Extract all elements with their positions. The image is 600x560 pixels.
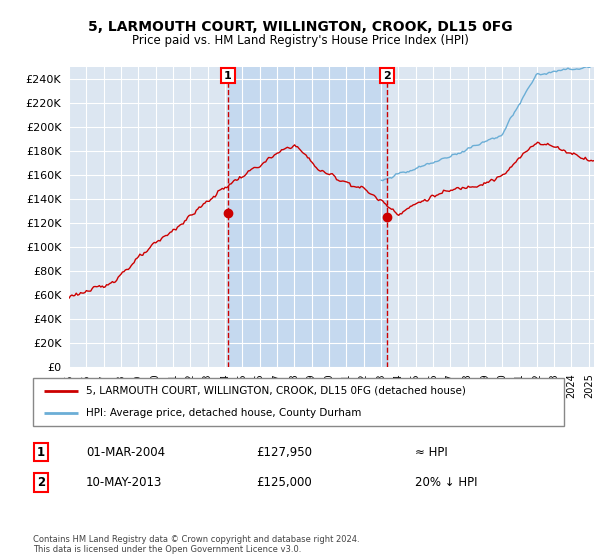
Text: 2: 2 <box>383 71 391 81</box>
Text: HPI: Average price, detached house, County Durham: HPI: Average price, detached house, Coun… <box>86 408 361 418</box>
Text: 10-MAY-2013: 10-MAY-2013 <box>86 476 163 489</box>
Text: ≈ HPI: ≈ HPI <box>415 446 448 459</box>
Text: 5, LARMOUTH COURT, WILLINGTON, CROOK, DL15 0FG: 5, LARMOUTH COURT, WILLINGTON, CROOK, DL… <box>88 20 512 34</box>
Text: Price paid vs. HM Land Registry's House Price Index (HPI): Price paid vs. HM Land Registry's House … <box>131 34 469 47</box>
FancyBboxPatch shape <box>33 378 564 426</box>
Text: £127,950: £127,950 <box>256 446 312 459</box>
Text: 01-MAR-2004: 01-MAR-2004 <box>86 446 165 459</box>
Text: Contains HM Land Registry data © Crown copyright and database right 2024.
This d: Contains HM Land Registry data © Crown c… <box>33 535 359 554</box>
Text: £125,000: £125,000 <box>256 476 312 489</box>
Text: 2: 2 <box>37 476 45 489</box>
Text: 1: 1 <box>37 446 45 459</box>
Text: 20% ↓ HPI: 20% ↓ HPI <box>415 476 478 489</box>
Text: 5, LARMOUTH COURT, WILLINGTON, CROOK, DL15 0FG (detached house): 5, LARMOUTH COURT, WILLINGTON, CROOK, DL… <box>86 386 466 396</box>
Text: 1: 1 <box>224 71 232 81</box>
Bar <box>228 67 387 367</box>
